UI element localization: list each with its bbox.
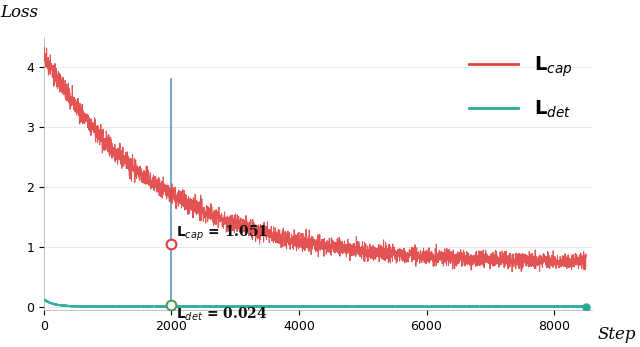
Text: Step: Step — [598, 326, 636, 343]
Legend: $\mathbf{L}_{cap}$, $\mathbf{L}_{det}$: $\mathbf{L}_{cap}$, $\mathbf{L}_{det}$ — [461, 47, 580, 128]
Text: Loss: Loss — [0, 4, 38, 21]
Text: $\mathbf{L}_{det}$ = 0.024: $\mathbf{L}_{det}$ = 0.024 — [176, 306, 268, 323]
Text: $\mathbf{L}_{cap}$ = 1.051: $\mathbf{L}_{cap}$ = 1.051 — [176, 224, 268, 243]
